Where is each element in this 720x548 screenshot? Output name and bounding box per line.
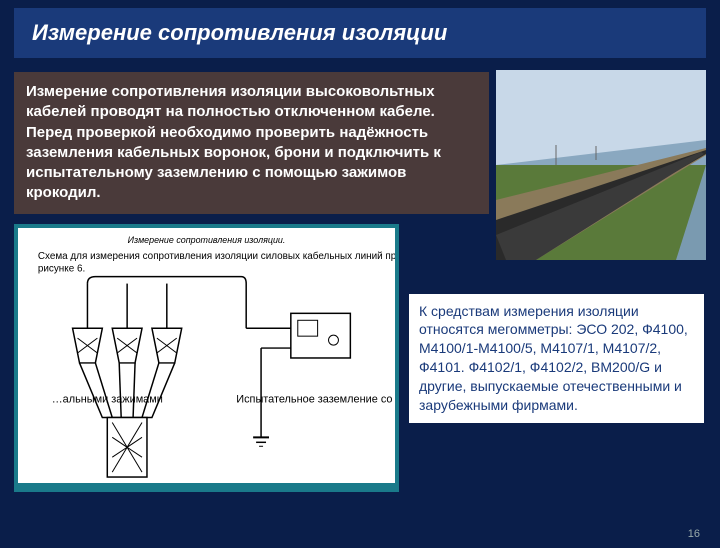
diagram-caption-l2: рисунке 6.	[38, 263, 85, 274]
bottom-row: Измерение сопротивления изоляции. Схема …	[14, 224, 706, 492]
cable-field-photo	[496, 70, 706, 260]
intro-text-box: Измерение сопротивления изоляции высоков…	[14, 72, 489, 214]
diagram-clamps-label: …альными зажимами	[52, 393, 163, 405]
diagram-ground-label: Испытательное заземление со	[236, 393, 392, 405]
diagram-caption-l1: Схема для измерения сопротивления изоляц…	[38, 250, 395, 261]
page-number: 16	[688, 528, 700, 540]
diagram-heading: Измерение сопротивления изоляции.	[128, 234, 286, 244]
instruments-text-box: К средствам измерения изоляции относятся…	[409, 294, 704, 423]
diagram-frame: Измерение сопротивления изоляции. Схема …	[14, 224, 399, 492]
slide-title: Измерение сопротивления изоляции	[14, 8, 706, 58]
measurement-scheme-diagram: Измерение сопротивления изоляции. Схема …	[18, 228, 395, 483]
